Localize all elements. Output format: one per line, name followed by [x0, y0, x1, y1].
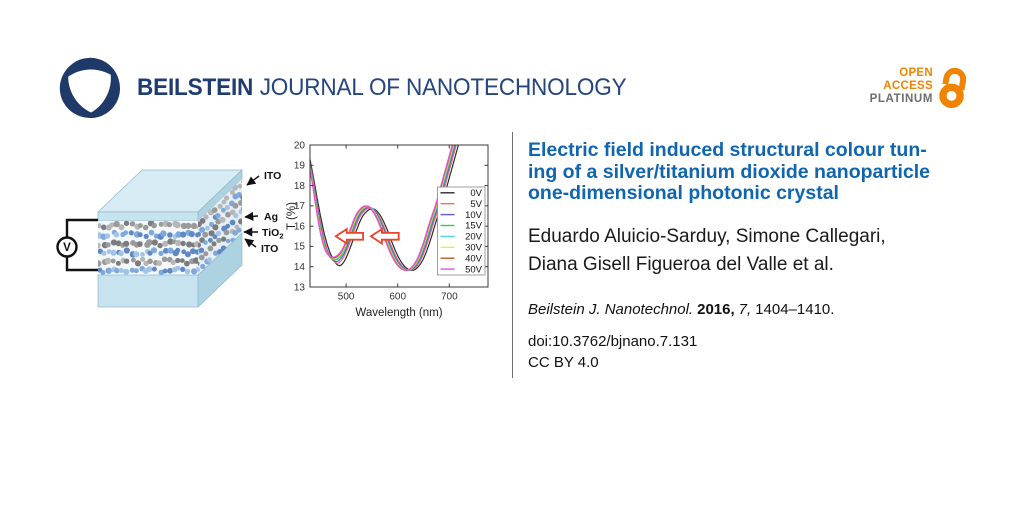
- y-tick-label: 20: [294, 140, 306, 151]
- legend-label: 0V: [470, 188, 482, 199]
- legend-entry-10v: 10V: [440, 210, 483, 221]
- y-tick-label: 16: [294, 221, 306, 232]
- legend-label: 30V: [465, 243, 483, 254]
- layer-label-ito-top: ITO: [264, 170, 281, 182]
- blue-shift-arrow-icon: [369, 227, 400, 246]
- y-tick-label: 13: [294, 282, 306, 293]
- nanoparticles-front: [98, 221, 198, 275]
- blue-shift-arrow-icon: [334, 227, 364, 246]
- legend-entry-5v: 5V: [440, 199, 483, 210]
- series-line-5v: [310, 145, 457, 272]
- glass-top-front: [97, 211, 199, 222]
- vertical-divider: [512, 132, 513, 378]
- citation-year: 2016,: [697, 300, 735, 318]
- journal-name-rest: JOURNAL OF NANOTECHNOLOGY: [259, 74, 627, 101]
- y-tick-label: 14: [294, 262, 306, 273]
- layer-label-ag: Ag: [264, 211, 278, 223]
- nanoparticles-side: [198, 179, 242, 273]
- x-tick-label: 600: [389, 292, 406, 303]
- layer-label-ito-bottom: ITO: [261, 243, 278, 255]
- author-line: Diana Gisell Figueroa del Valle et al.: [528, 254, 834, 275]
- open-access-text: OPEN ACCESS PLATINUM: [870, 67, 933, 106]
- open-access-word3: PLATINUM: [869, 93, 933, 105]
- citation-volume: 7,: [738, 300, 752, 318]
- series-line-50v: [310, 145, 453, 272]
- citation-journal: Beilstein J. Nanotechnol.: [528, 300, 694, 318]
- layer-label-tio2: TiO2: [262, 227, 283, 241]
- legend-entry-20v: 20V: [440, 232, 483, 243]
- legend-entry-0v: 0V: [440, 188, 483, 199]
- wire-bottom: [65, 256, 98, 272]
- article-title-line: one-dimensional photonic crystal: [528, 182, 839, 204]
- article-title: Electric field induced structural colour…: [528, 139, 1006, 205]
- citation: Beilstein J. Nanotechnol. 2016, 7, 1404–…: [528, 301, 1006, 319]
- plot-border: [309, 144, 489, 288]
- doi-text: doi:10.3762/bjnano.7.131: [528, 332, 698, 350]
- open-access-word2: ACCESS: [883, 80, 933, 92]
- series-line-0v: [310, 145, 460, 272]
- open-access-lock-icon: [939, 67, 966, 109]
- glass-bottom-front: [97, 274, 199, 308]
- citation-pages: 1404–1410.: [755, 300, 835, 318]
- article-info: Electric field induced structural colour…: [528, 139, 1006, 372]
- x-tick-label: 500: [338, 292, 355, 303]
- article-title-line: ing of a silver/titanium dioxide nanopar…: [528, 160, 930, 183]
- legend-entry-15v: 15V: [440, 221, 483, 232]
- wire-top: [65, 218, 98, 238]
- series-lines: [310, 145, 460, 272]
- article-title-line: Electric field induced structural colour…: [528, 139, 927, 161]
- open-access-word1: OPEN: [899, 67, 933, 79]
- journal-name: BEILSTEIN JOURNAL OF NANOTECHNOLOGY: [137, 74, 627, 101]
- legend-label: 20V: [465, 232, 483, 243]
- logo-crescent-navy: [61, 57, 119, 83]
- lock-shackle: [942, 67, 966, 91]
- transmission-spectra-chart: 500 600 700 13 14 15 16 17 18 19 20 T (%) Wavelength…: [286, 140, 489, 319]
- legend-label: 5V: [470, 199, 482, 210]
- article-authors: Eduardo Aluicio-Sarduy, Simone Callegari…: [528, 223, 1006, 280]
- legend-entry-50v: 50V: [440, 264, 483, 275]
- y-tick-label: 18: [294, 181, 306, 192]
- voltage-source-icon: [56, 236, 78, 258]
- y-tick-label: 15: [294, 242, 306, 253]
- logo-crescent-magenta: [55, 65, 101, 123]
- voltage-source-label: V: [63, 242, 71, 254]
- series-line-10v: [310, 145, 456, 272]
- label-ito-top-arrow-icon: [246, 175, 260, 186]
- beilstein-logo-icon: [55, 57, 125, 123]
- legend-label: 10V: [465, 210, 483, 221]
- legend-label: 50V: [465, 264, 483, 275]
- legend-label: 15V: [465, 221, 483, 232]
- license-text: CC BY 4.0: [528, 353, 599, 371]
- lock-body: [939, 83, 964, 109]
- label-ag-arrow-icon: [244, 211, 259, 221]
- label-ito-bottom-arrow-icon: [244, 238, 257, 248]
- x-axis-label: Wavelength (nm): [355, 307, 442, 319]
- legend-entry-40v: 40V: [440, 253, 483, 264]
- journal-name-bold: BEILSTEIN: [137, 74, 254, 101]
- photonic-crystal-device-schematic: V ITO Ag TiO2 ITO: [56, 169, 283, 308]
- y-tick-label: 19: [294, 161, 306, 172]
- open-access-badge: OPEN ACCESS PLATINUM: [870, 64, 966, 109]
- glass-bottom-side: [197, 232, 243, 308]
- y-axis-label: T (%): [286, 202, 298, 230]
- legend-label: 40V: [465, 253, 483, 264]
- x-tick-label: 700: [441, 292, 458, 303]
- legend-entry-30v: 30V: [440, 243, 483, 254]
- y-tick-label: 17: [294, 201, 306, 212]
- author-line: Eduardo Aluicio-Sarduy, Simone Callegari…: [528, 225, 886, 247]
